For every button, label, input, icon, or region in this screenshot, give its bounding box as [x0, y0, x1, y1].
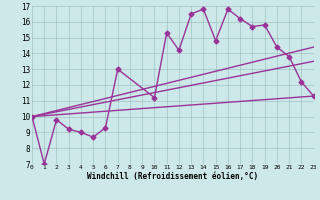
- X-axis label: Windchill (Refroidissement éolien,°C): Windchill (Refroidissement éolien,°C): [87, 172, 258, 181]
